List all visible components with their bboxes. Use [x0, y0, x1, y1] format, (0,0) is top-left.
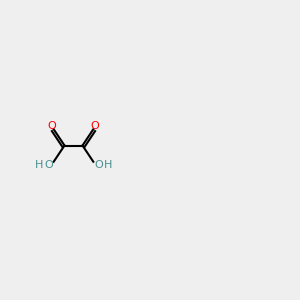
Text: O: O	[47, 121, 56, 131]
Text: O: O	[91, 121, 100, 131]
Text: H: H	[103, 160, 112, 170]
Text: O: O	[94, 160, 103, 170]
Text: H: H	[35, 160, 44, 170]
Text: O: O	[44, 160, 53, 170]
